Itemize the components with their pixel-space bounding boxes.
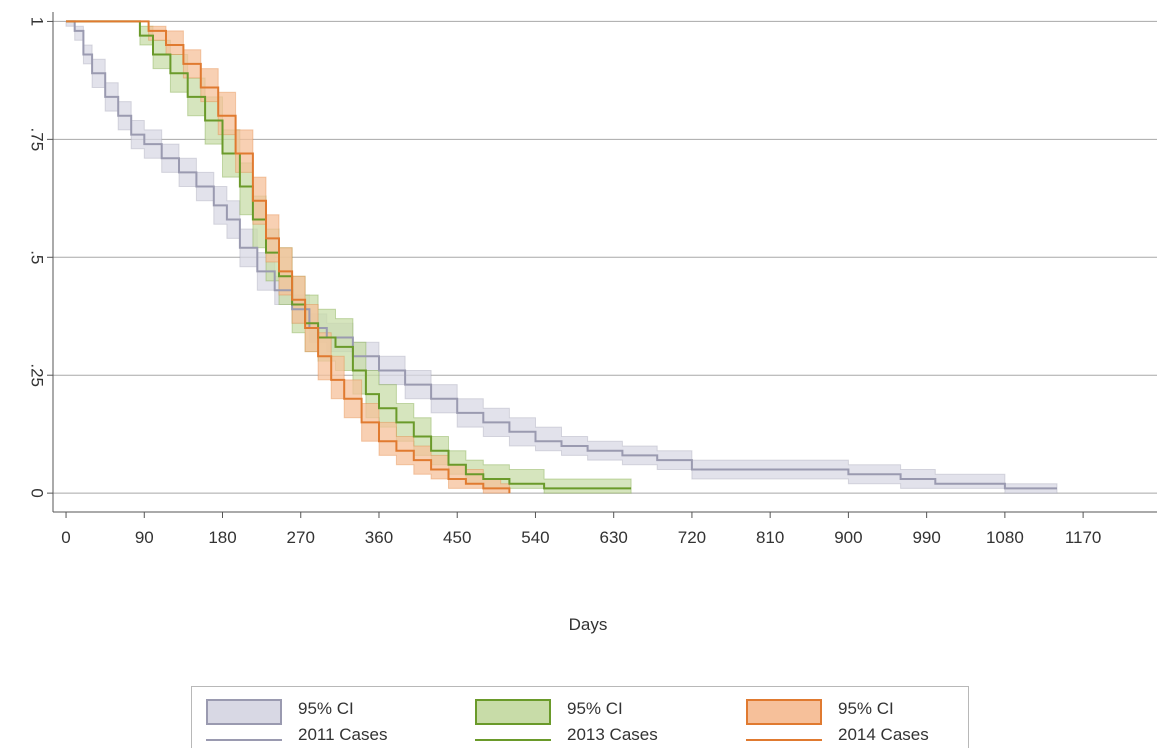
legend-item-2013: 95% CI 2013 Cases — [475, 695, 705, 747]
survival-chart: 0 .25 .5 .75 1 0 90 180 270 360 450 540 630 720 810 900… — [28, 12, 1157, 634]
legend-line-2013 — [475, 739, 551, 741]
x-tick-label: 990 — [912, 528, 940, 547]
legend-ci-label-2014: 95% CI — [838, 699, 894, 718]
survival-curves — [66, 20, 1057, 494]
y-tick-label: 0 — [28, 488, 47, 497]
x-tick-label: 90 — [135, 528, 154, 547]
x-tick-label: 720 — [678, 528, 706, 547]
legend-series-label-2014: 2014 Cases — [838, 725, 929, 744]
x-tick-label: 810 — [756, 528, 784, 547]
x-tick-label: 360 — [365, 528, 393, 547]
legend-ci-label-2011: 95% CI — [298, 699, 354, 718]
legend-ci-swatch-2011 — [206, 699, 282, 725]
x-tick-label: 450 — [443, 528, 471, 547]
x-tick-label: 630 — [600, 528, 628, 547]
legend-ci-label-2013: 95% CI — [567, 699, 623, 718]
axes: 0 .25 .5 .75 1 0 90 180 270 360 450 540 630 720 810 900… — [28, 12, 1157, 547]
survival-line-2014 — [66, 20, 511, 494]
x-tick-label: 1080 — [986, 528, 1024, 547]
legend-item-2011: 95% CI 2011 Cases — [206, 695, 436, 747]
legend-item-2014: 95% CI 2014 Cases — [746, 695, 976, 747]
y-tick-label: .75 — [28, 128, 47, 152]
legend: 95% CI 2011 Cases 95% CI 2013 Cases 95% … — [191, 686, 969, 748]
legend-line-2014 — [746, 739, 822, 741]
x-tick-label: 270 — [287, 528, 315, 547]
legend-series-label-2013: 2013 Cases — [567, 725, 658, 744]
x-tick-label: 0 — [61, 528, 70, 547]
y-tick-label: 1 — [28, 17, 47, 26]
x-axis-title: Days — [569, 615, 608, 634]
legend-line-2011 — [206, 739, 282, 741]
x-tick-label: 180 — [208, 528, 236, 547]
y-tick-label: .25 — [28, 363, 47, 387]
y-tick-label: .5 — [28, 250, 47, 264]
legend-series-label-2011: 2011 Cases — [298, 725, 388, 744]
x-tick-label: 1170 — [1065, 528, 1102, 547]
legend-ci-swatch-2014 — [746, 699, 822, 725]
legend-ci-swatch-2013 — [475, 699, 551, 725]
x-tick-label: 540 — [521, 528, 549, 547]
survival-line-2013 — [66, 20, 632, 490]
x-tick-label: 900 — [834, 528, 862, 547]
